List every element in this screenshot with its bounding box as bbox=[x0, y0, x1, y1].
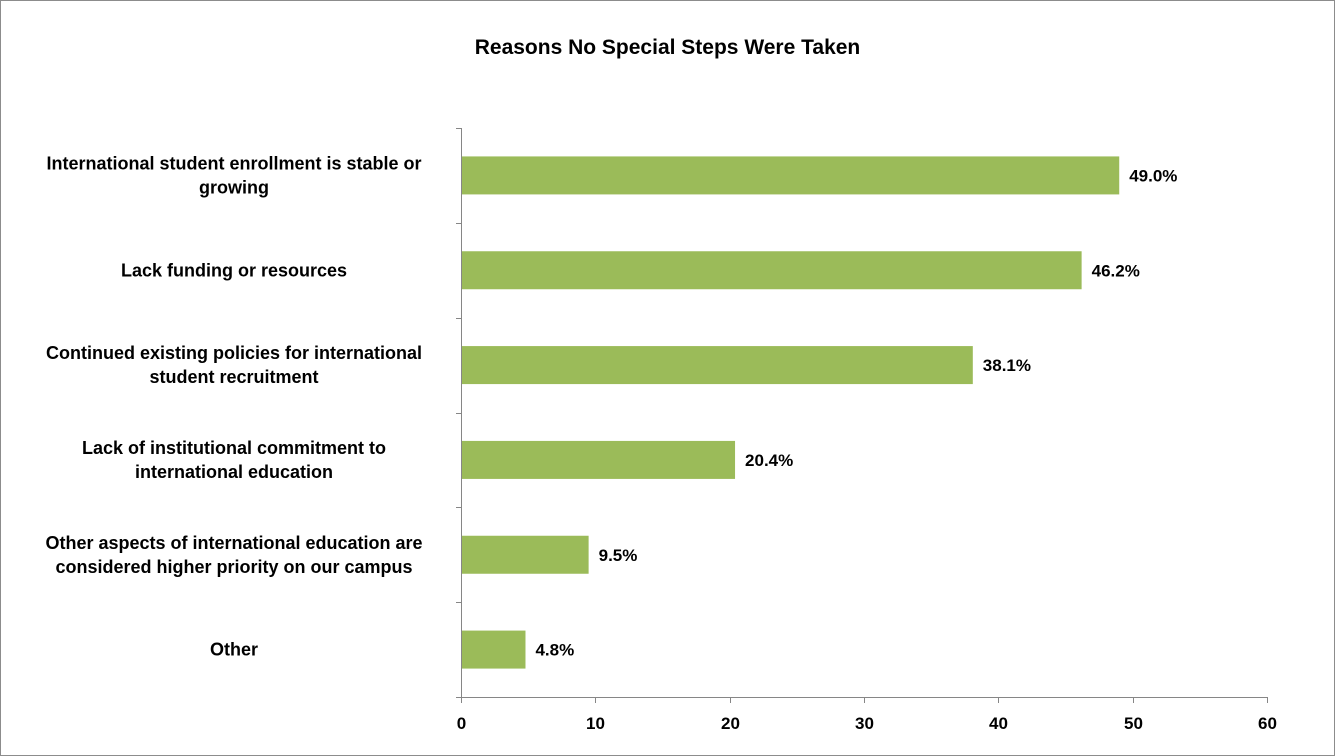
chart-title: Reasons No Special Steps Were Taken bbox=[474, 36, 861, 59]
x-tick-label: 20 bbox=[721, 714, 740, 733]
category-label-line: student recruitment bbox=[149, 367, 318, 387]
x-tick-label: 30 bbox=[855, 714, 874, 733]
category-label-line: International student enrollment is stab… bbox=[46, 153, 421, 173]
category-label-line: international education bbox=[135, 462, 333, 482]
bar-0 bbox=[462, 156, 1120, 195]
bar-5 bbox=[462, 630, 526, 669]
x-tick-label: 0 bbox=[457, 714, 466, 733]
value-label-5: 4.8% bbox=[535, 641, 574, 660]
category-label-line: Other aspects of international education… bbox=[45, 533, 422, 553]
bar-2 bbox=[462, 346, 973, 385]
x-tick-label: 40 bbox=[989, 714, 1008, 733]
value-label-0: 49.0% bbox=[1129, 166, 1177, 185]
category-label-line: Lack of institutional commitment to bbox=[82, 438, 386, 458]
x-tick-label: 10 bbox=[586, 714, 605, 733]
category-label-4: Other aspects of international education… bbox=[45, 533, 422, 577]
category-label-line: growing bbox=[199, 177, 269, 197]
category-label-line: Continued existing policies for internat… bbox=[46, 343, 422, 363]
value-label-3: 20.4% bbox=[745, 451, 793, 470]
bar-4 bbox=[462, 535, 589, 574]
category-label-line: Lack funding or resources bbox=[121, 260, 347, 280]
value-label-2: 38.1% bbox=[983, 356, 1031, 375]
x-tick-label: 60 bbox=[1258, 714, 1277, 733]
value-label-4: 9.5% bbox=[599, 546, 638, 565]
bar-3 bbox=[462, 440, 736, 479]
category-label-3: Lack of institutional commitment to inter… bbox=[82, 438, 386, 482]
category-label-line: considered higher priority on our campus bbox=[55, 557, 412, 577]
category-label-1: Lack funding or resources bbox=[121, 260, 347, 280]
category-label-2: Continued existing policies for internat… bbox=[46, 343, 422, 387]
category-label-line: Other bbox=[210, 640, 258, 660]
bar-1 bbox=[462, 251, 1082, 290]
category-label-5: Other bbox=[210, 640, 258, 660]
x-tick-label: 50 bbox=[1124, 714, 1143, 733]
value-label-1: 46.2% bbox=[1092, 261, 1140, 280]
category-label-0: International student enrollment is stab… bbox=[46, 153, 421, 197]
